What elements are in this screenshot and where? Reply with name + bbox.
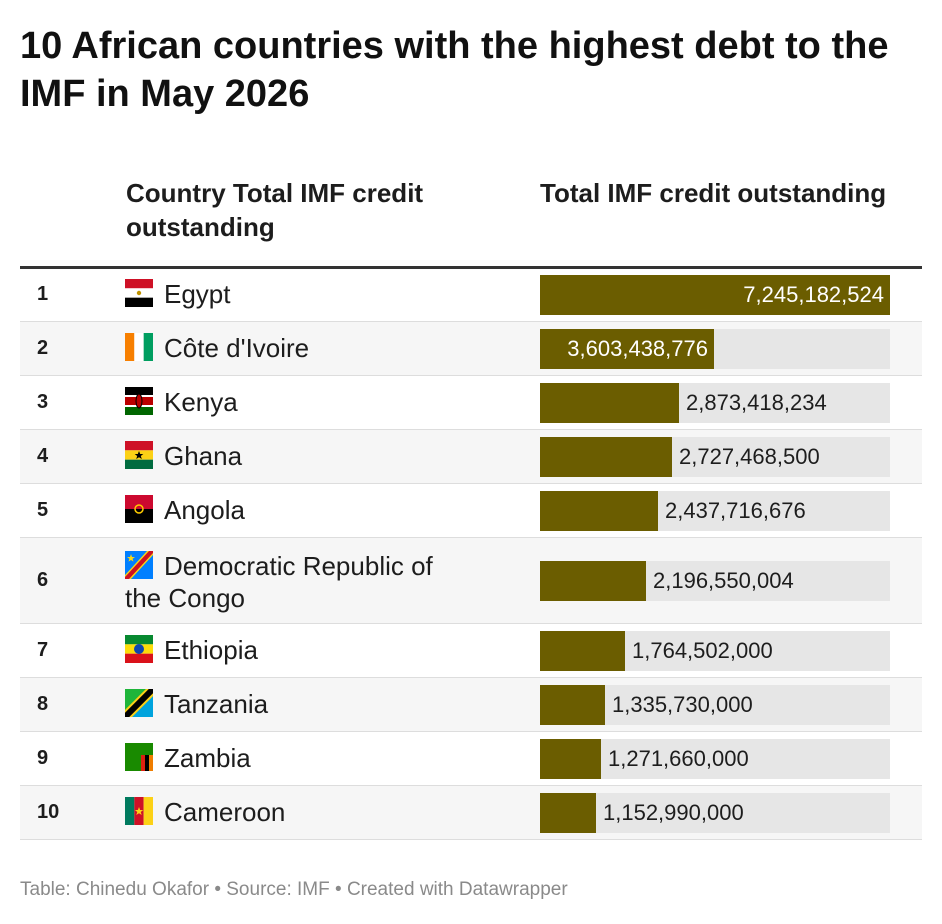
bar[interactable] bbox=[540, 491, 658, 531]
row-rank: 1 bbox=[37, 283, 49, 305]
table-row: 1 Egypt 7,245,182,524 bbox=[20, 268, 922, 322]
row-rank: 10 bbox=[37, 801, 60, 823]
bar[interactable] bbox=[540, 383, 679, 423]
country-cell: Egypt bbox=[125, 278, 470, 310]
chart-title: 10 African countries with the highest de… bbox=[20, 25, 889, 115]
bar-value-label: 1,335,730,000 bbox=[612, 692, 753, 717]
country-name: Côte d'Ivoire bbox=[164, 333, 310, 363]
table-row: 10 Cameroon 1,152,990,000 bbox=[20, 786, 922, 840]
country-name: Angola bbox=[164, 495, 245, 525]
country-cell: Kenya bbox=[125, 386, 470, 418]
column-header-country[interactable]: Country Total IMF credit outstanding bbox=[126, 178, 424, 242]
country-name: Kenya bbox=[164, 387, 238, 417]
bar-track: 2,873,418,234 bbox=[540, 383, 890, 423]
row-rank: 8 bbox=[37, 693, 49, 715]
ghana-flag-icon bbox=[125, 441, 153, 469]
column-header-value[interactable]: Total IMF credit outstanding bbox=[540, 178, 887, 208]
country-cell: Democratic Republic of the Congo bbox=[125, 550, 470, 614]
bar[interactable] bbox=[540, 793, 596, 833]
row-rank: 5 bbox=[37, 499, 49, 521]
bar-track: 1,764,502,000 bbox=[540, 631, 890, 671]
zambia-flag-icon bbox=[125, 743, 153, 771]
bar[interactable] bbox=[540, 631, 625, 671]
country-name: Cameroon bbox=[164, 797, 286, 827]
ethiopia-flag-icon bbox=[125, 635, 153, 663]
country-cell: Ethiopia bbox=[125, 634, 470, 666]
table-row: 3 Kenya 2,873,418,234 bbox=[20, 376, 922, 430]
table-row: 8 Tanzania 1,335,730,000 bbox=[20, 678, 922, 732]
bar-track: 2,727,468,500 bbox=[540, 437, 890, 477]
kenya-flag-icon bbox=[125, 387, 153, 415]
bar-value-label: 2,437,716,676 bbox=[665, 498, 806, 523]
row-rank: 2 bbox=[37, 337, 49, 359]
bar-value-label: 1,152,990,000 bbox=[603, 800, 744, 825]
cameroon-flag-icon bbox=[125, 797, 153, 825]
table-row: 9 Zambia 1,271,660,000 bbox=[20, 732, 922, 786]
bar[interactable] bbox=[540, 561, 646, 601]
table-body: 1 Egypt 7,245,182,524 2 Côte d'Ivoire 3,603,4… bbox=[20, 268, 922, 840]
country-cell: Ghana bbox=[125, 440, 470, 472]
bar[interactable] bbox=[540, 685, 605, 725]
bar-track: 7,245,182,524 bbox=[540, 275, 890, 315]
bar-value-label: 2,873,418,234 bbox=[686, 390, 827, 415]
bar-value-label: 1,764,502,000 bbox=[632, 638, 773, 663]
row-rank: 9 bbox=[37, 747, 49, 769]
country-cell: Zambia bbox=[125, 742, 470, 774]
bar-track: 1,152,990,000 bbox=[540, 793, 890, 833]
bar[interactable] bbox=[540, 739, 601, 779]
bar-track: 2,196,550,004 bbox=[540, 561, 890, 601]
bar-track: 2,437,716,676 bbox=[540, 491, 890, 531]
country-name: Ghana bbox=[164, 441, 243, 471]
table-row: 4 Ghana 2,727,468,500 bbox=[20, 430, 922, 484]
bar-value-label: 2,196,550,004 bbox=[653, 568, 794, 593]
row-rank: 3 bbox=[37, 391, 49, 413]
table-row: 5 Angola 2,437,716,676 bbox=[20, 484, 922, 538]
tanzania-flag-icon bbox=[125, 689, 153, 717]
egypt-flag-icon bbox=[125, 279, 153, 307]
bar-track: 3,603,438,776 bbox=[540, 329, 890, 369]
country-name: Tanzania bbox=[164, 689, 269, 719]
table-header: Country Total IMF credit outstanding Tot… bbox=[20, 176, 922, 269]
bar[interactable] bbox=[540, 275, 890, 315]
bar-value-label: 7,245,182,524 bbox=[743, 282, 884, 307]
table-row: 2 Côte d'Ivoire 3,603,438,776 bbox=[20, 322, 922, 376]
country-name: Democratic Republic of the Congo bbox=[125, 551, 433, 613]
bar-value-label: 1,271,660,000 bbox=[608, 746, 749, 771]
drc-flag-icon bbox=[125, 551, 153, 579]
angola-flag-icon bbox=[125, 495, 153, 523]
table-row: 6 Democratic Republic of the Congo 2,196,5… bbox=[20, 538, 922, 624]
country-cell: Angola bbox=[125, 494, 470, 526]
country-name: Ethiopia bbox=[164, 635, 258, 665]
row-rank: 4 bbox=[37, 445, 49, 467]
row-rank: 7 bbox=[37, 639, 49, 661]
bar-value-label: 3,603,438,776 bbox=[567, 336, 708, 361]
bar-track: 1,335,730,000 bbox=[540, 685, 890, 725]
bar[interactable] bbox=[540, 437, 672, 477]
bar-track: 1,271,660,000 bbox=[540, 739, 890, 779]
country-name: Zambia bbox=[164, 743, 251, 773]
country-cell: Cameroon bbox=[125, 796, 470, 828]
bar-value-label: 2,727,468,500 bbox=[679, 444, 820, 469]
bar[interactable] bbox=[540, 329, 714, 369]
cote-divoire-flag-icon bbox=[125, 333, 153, 361]
row-rank: 6 bbox=[37, 569, 49, 591]
footer-credits: Table: Chinedu Okafor • Source: IMF • Cr… bbox=[20, 879, 568, 900]
country-name: Egypt bbox=[164, 279, 231, 309]
country-cell: Tanzania bbox=[125, 688, 470, 720]
country-cell: Côte d'Ivoire bbox=[125, 332, 470, 364]
table-row: 7 Ethiopia 1,764,502,000 bbox=[20, 624, 922, 678]
